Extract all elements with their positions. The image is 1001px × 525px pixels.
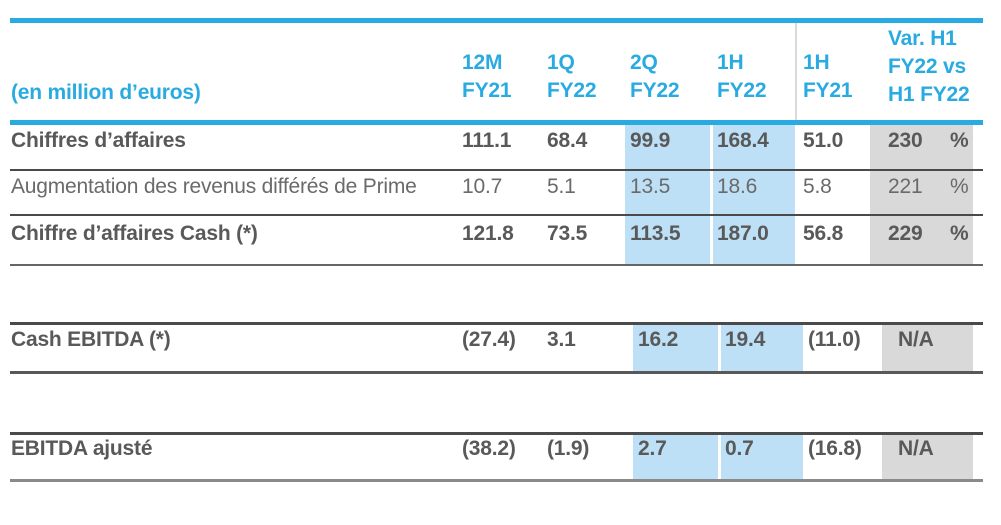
column-header-1h-fy22: 1H FY22 bbox=[717, 49, 767, 105]
cell-value: 5.8 bbox=[803, 175, 832, 198]
column-header-line: FY22 vs bbox=[888, 55, 966, 78]
highlight-var-column bbox=[882, 435, 973, 479]
cell-value: 187.0 bbox=[717, 222, 769, 245]
column-header-line: 1H bbox=[717, 51, 744, 74]
section-top-rule bbox=[10, 432, 983, 435]
cell-value: 13.5 bbox=[630, 175, 671, 198]
table-bottom-rule bbox=[10, 479, 983, 482]
cell-value: 99.9 bbox=[630, 129, 671, 152]
cell-value: 0.7 bbox=[725, 437, 754, 460]
column-header-line: 12M bbox=[462, 51, 503, 74]
cell-value: (11.0) bbox=[808, 328, 861, 351]
section-bottom-rule bbox=[10, 371, 983, 374]
highlight-1h-fy22-column bbox=[721, 435, 803, 479]
cell-value: 221 bbox=[888, 175, 923, 198]
cell-value: 2.7 bbox=[638, 437, 667, 460]
row-divider bbox=[10, 169, 983, 171]
cell-value: 111.1 bbox=[462, 129, 512, 152]
cell-value: (16.8) bbox=[808, 437, 862, 460]
cell-value: N/A bbox=[898, 437, 934, 460]
column-header-1q-fy22: 1Q FY22 bbox=[547, 49, 597, 105]
cell-value: 3.1 bbox=[547, 328, 576, 351]
highlight-2q-fy22-column bbox=[625, 125, 710, 264]
highlight-2q-fy22-column bbox=[633, 435, 718, 479]
percent-sign: % bbox=[950, 222, 969, 245]
column-header-line: FY22 bbox=[630, 79, 680, 102]
cell-value: 73.5 bbox=[547, 222, 588, 245]
column-header-line: FY21 bbox=[803, 79, 853, 102]
row-label: EBITDA ajusté bbox=[11, 437, 153, 460]
highlight-1h-fy22-column bbox=[721, 325, 803, 371]
percent-sign: % bbox=[950, 129, 969, 152]
cell-value: 113.5 bbox=[630, 222, 681, 245]
highlight-var-column bbox=[882, 325, 973, 371]
column-header-var-h1: Var. H1 FY22 vs H1 FY22 bbox=[888, 25, 970, 109]
cell-value: 68.4 bbox=[547, 129, 588, 152]
cell-value: (38.2) bbox=[462, 437, 516, 460]
column-header-12m-fy21: 12M FY21 bbox=[462, 49, 512, 105]
highlight-2q-fy22-column bbox=[633, 325, 718, 371]
cell-value: 18.6 bbox=[717, 175, 758, 198]
cell-value: 230 bbox=[888, 129, 923, 152]
column-header-line: 1Q bbox=[547, 51, 575, 74]
header-bottom-rule bbox=[10, 120, 983, 125]
row-label: Chiffre d’affaires Cash (*) bbox=[11, 222, 258, 245]
column-header-line: FY22 bbox=[547, 79, 597, 102]
cell-value: 168.4 bbox=[717, 129, 769, 152]
cell-value: (1.9) bbox=[547, 437, 590, 460]
cell-value: 121.8 bbox=[462, 222, 514, 245]
column-header-line: 2Q bbox=[630, 51, 658, 74]
cell-value: 51.0 bbox=[803, 129, 844, 152]
row-divider bbox=[10, 214, 983, 216]
cell-value: (27.4) bbox=[462, 328, 516, 351]
cell-value: 19.4 bbox=[725, 328, 766, 351]
cell-value: 229 bbox=[888, 222, 923, 245]
column-header-line: 1H bbox=[803, 51, 830, 74]
row-label: Chiffres d’affaires bbox=[11, 129, 186, 152]
row-label: Augmentation des revenus différés de Pri… bbox=[11, 175, 417, 198]
header-column-divider bbox=[795, 23, 797, 120]
column-header-line: H1 FY22 bbox=[888, 83, 970, 106]
section-bottom-rule bbox=[10, 264, 983, 266]
cell-value: 56.8 bbox=[803, 222, 844, 245]
table-top-rule bbox=[10, 18, 983, 23]
highlight-1h-fy22-column bbox=[713, 125, 795, 264]
section-top-rule bbox=[10, 322, 983, 325]
unit-label: (en million d’euros) bbox=[11, 81, 201, 104]
column-header-line: FY21 bbox=[462, 79, 512, 102]
column-header-2q-fy22: 2Q FY22 bbox=[630, 49, 680, 105]
cell-value: 10.7 bbox=[462, 175, 503, 198]
column-header-1h-fy21: 1H FY21 bbox=[803, 49, 853, 105]
cell-value: 16.2 bbox=[638, 328, 679, 351]
percent-sign: % bbox=[950, 175, 969, 198]
cell-value: 5.1 bbox=[547, 175, 576, 198]
highlight-var-column bbox=[870, 125, 973, 264]
row-label: Cash EBITDA (*) bbox=[11, 328, 171, 351]
cell-value: N/A bbox=[898, 328, 934, 351]
column-header-line: FY22 bbox=[717, 79, 767, 102]
column-header-line: Var. H1 bbox=[888, 27, 957, 50]
